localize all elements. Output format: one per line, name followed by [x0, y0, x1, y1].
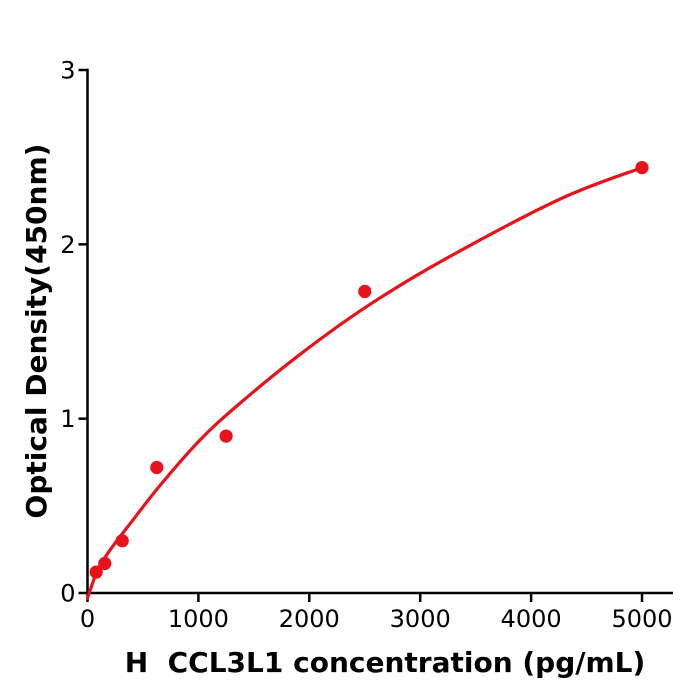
x-tick-label: 0	[80, 605, 95, 633]
x-tick-label: 2000	[279, 605, 340, 633]
y-tick-label: 0	[60, 580, 75, 608]
y-tick-label: 2	[60, 231, 75, 259]
data-point	[89, 565, 103, 579]
data-point	[115, 534, 129, 548]
x-tick-label: 4000	[501, 605, 562, 633]
x-tick-label: 5000	[611, 605, 672, 633]
data-point	[150, 460, 164, 475]
y-tick-label: 1	[60, 405, 75, 433]
fit-curve	[85, 166, 644, 600]
x-tick-label: 3000	[390, 605, 451, 633]
data-point	[358, 284, 372, 298]
x-tick-label: 1000	[168, 605, 229, 633]
data-point	[635, 161, 649, 175]
y-tick-label: 3	[60, 57, 75, 85]
x-axis-title: H CCL3L1 concentration (pg/mL)	[125, 646, 646, 679]
data-point	[219, 429, 233, 443]
y-axis-title: Optical Density(450nm)	[20, 144, 53, 519]
data-point	[98, 556, 112, 571]
